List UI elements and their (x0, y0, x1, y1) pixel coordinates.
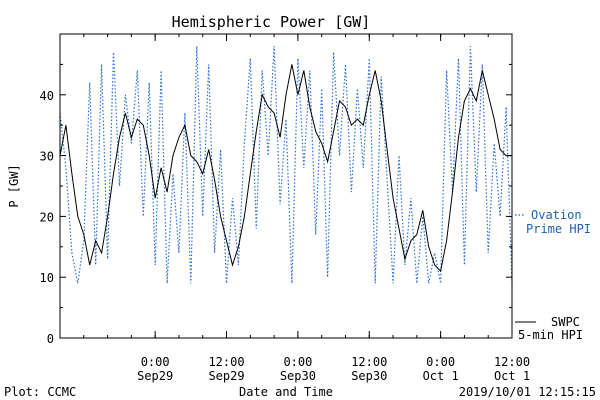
x-tick-label-time: 0:00 (141, 355, 170, 369)
series-swpc-line (59, 64, 512, 273)
legend-swpc-label-1: SWPC (551, 315, 580, 329)
x-tick-label-date: Sep29 (137, 369, 173, 383)
y-axis-label: P [GW] (7, 164, 21, 207)
x-tick-label-date: Oct 1 (423, 369, 459, 383)
legend-ovation-label-2: Prime HPI (526, 222, 591, 236)
timestamp: 2019/10/01 12:15:15 (459, 385, 596, 399)
x-tick-label-date: Sep30 (280, 369, 316, 383)
x-tick-label-date: Sep29 (208, 369, 244, 383)
legend-swpc-label-2: 5-min HPI (518, 328, 583, 342)
x-tick-label-time: 0:00 (283, 355, 312, 369)
x-tick-label-date: Oct 1 (494, 369, 530, 383)
plot-frame (59, 33, 513, 339)
x-axis: 0:00Sep2912:00Sep290:00Sep3012:00Sep300:… (83, 34, 530, 383)
series-layer (59, 46, 513, 284)
chart-title: Hemispheric Power [GW] (172, 13, 371, 31)
y-tick-label: 20 (40, 210, 54, 224)
y-tick-label: 10 (40, 271, 54, 285)
plot-credit: Plot: CCMC (4, 385, 76, 399)
y-axis: 0 10 20 30 40 (40, 63, 512, 346)
x-tick-label-time: 12:00 (208, 355, 244, 369)
y-tick-label: 0 (47, 332, 54, 346)
x-axis-label: Date and Time (239, 385, 333, 399)
legend-ovation: Ovation Prime HPI (515, 208, 591, 236)
x-tick-label-time: 12:00 (351, 355, 387, 369)
x-tick-label-time: 12:00 (494, 355, 530, 369)
legend-ovation-label-1: Ovation (531, 208, 582, 222)
y-tick-label: 30 (40, 150, 54, 164)
series-ovation-prime-line (59, 46, 513, 284)
legend-swpc: SWPC 5-min HPI (515, 315, 583, 342)
x-tick-label-date: Sep30 (351, 369, 387, 383)
y-tick-label: 40 (40, 89, 54, 103)
x-tick-label-time: 0:00 (426, 355, 455, 369)
